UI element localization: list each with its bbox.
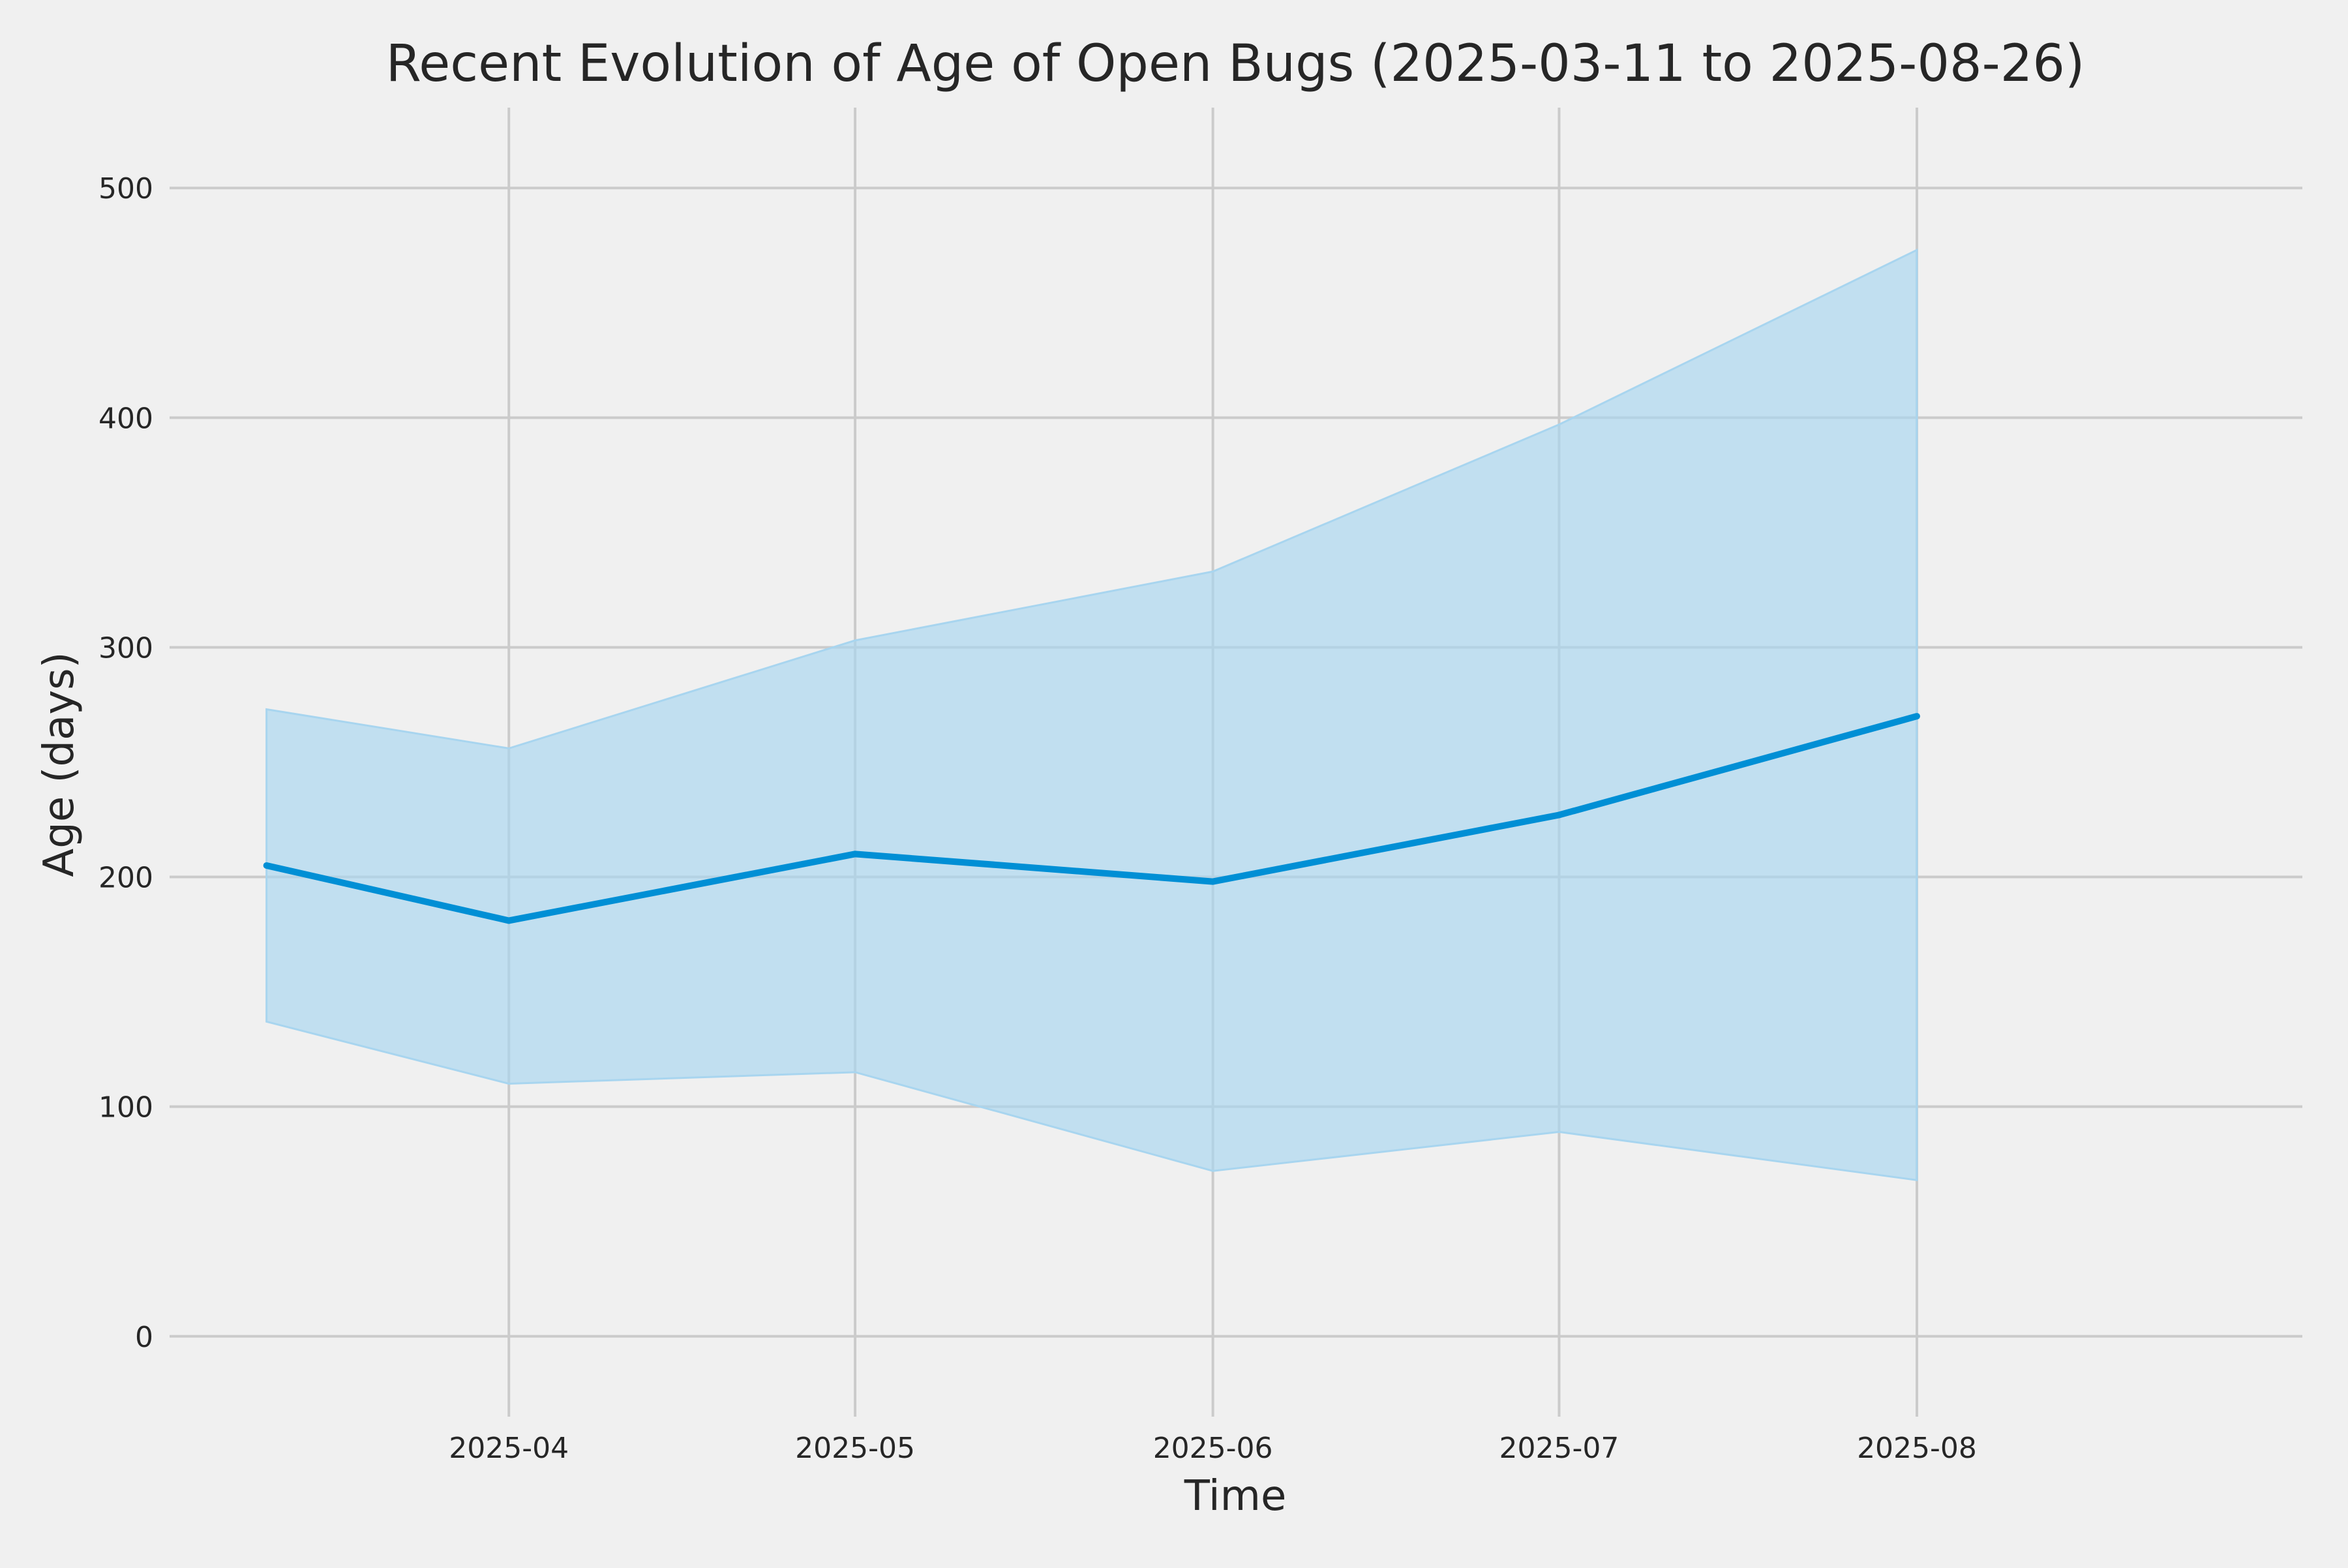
series-point — [852, 851, 859, 858]
y-axis-label: Age (days) — [35, 652, 83, 877]
y-tick-label: 400 — [98, 402, 153, 435]
y-axis-ticks: 0 100 200 300 400 500 — [98, 172, 153, 1354]
y-tick-label: 100 — [98, 1091, 153, 1124]
x-axis-label: Time — [1184, 1472, 1287, 1520]
series-line-group — [263, 713, 1920, 924]
series-band-area — [265, 248, 1918, 1182]
range-band — [265, 248, 1918, 1182]
series-point — [505, 917, 513, 924]
x-tick-label: 2025-07 — [1499, 1432, 1619, 1465]
x-tick-label: 2025-05 — [795, 1432, 915, 1465]
series-point — [1913, 713, 1920, 720]
y-tick-label: 300 — [98, 631, 153, 665]
y-tick-label: 0 — [135, 1321, 153, 1354]
series-point — [263, 862, 270, 869]
x-axis-ticks: 2025-04 2025-05 2025-06 2025-07 2025-08 — [449, 1432, 1977, 1465]
chart-title: Recent Evolution of Age of Open Bugs (20… — [386, 35, 2085, 93]
y-tick-label: 200 — [98, 862, 153, 895]
x-tick-label: 2025-06 — [1153, 1432, 1273, 1465]
x-tick-label: 2025-08 — [1857, 1432, 1977, 1465]
series-point — [1209, 878, 1216, 885]
x-tick-label: 2025-04 — [449, 1432, 569, 1465]
series-line — [265, 713, 1918, 924]
series-point — [1556, 811, 1563, 819]
y-tick-label: 500 — [98, 172, 153, 205]
